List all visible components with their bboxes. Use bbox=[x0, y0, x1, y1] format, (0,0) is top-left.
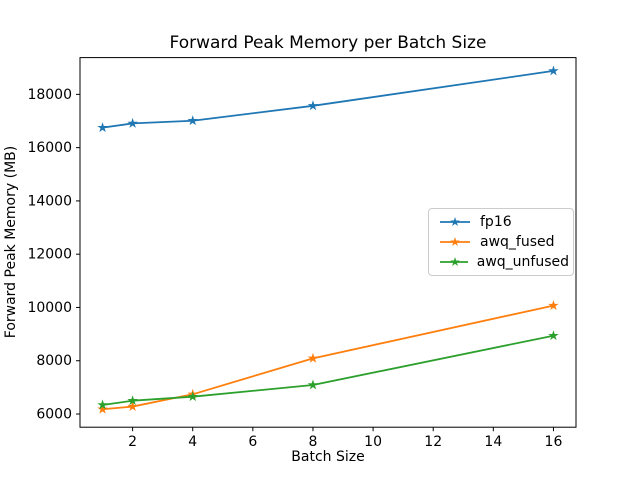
y-tick-label: 12000 bbox=[27, 247, 72, 263]
axes-frame bbox=[79, 57, 577, 428]
data-point-marker-fp16 bbox=[127, 117, 138, 128]
x-tick-label: 4 bbox=[188, 434, 197, 450]
data-point-marker-awq_unfused bbox=[187, 391, 198, 402]
data-point-marker-fp16 bbox=[187, 115, 198, 126]
legend-label: awq_unfused bbox=[476, 254, 569, 270]
legend-entry: awq_unfused bbox=[439, 255, 569, 269]
legend: fp16 awq_fused awq_unfused bbox=[428, 208, 574, 276]
y-tick-label: 16000 bbox=[27, 140, 72, 156]
legend-label: awq_fused bbox=[480, 234, 555, 250]
x-tick-label: 2 bbox=[128, 434, 137, 450]
data-point-marker-awq_unfused bbox=[97, 399, 108, 410]
x-tick-label: 10 bbox=[364, 434, 382, 450]
x-tick-label: 14 bbox=[484, 434, 502, 450]
series-line-awq_unfused bbox=[101, 334, 555, 406]
x-tick-label: 16 bbox=[545, 434, 563, 450]
data-point-marker-fp16 bbox=[97, 122, 108, 133]
y-tick-label: 8000 bbox=[36, 353, 72, 369]
legend-line-sample bbox=[440, 237, 470, 247]
legend-line-sample bbox=[440, 217, 470, 227]
data-point-marker-awq_fused bbox=[548, 300, 559, 311]
data-point-marker-awq_fused bbox=[127, 401, 138, 412]
data-point-marker-awq_unfused bbox=[548, 330, 559, 341]
star-marker-icon bbox=[450, 257, 460, 267]
data-point-marker-fp16 bbox=[307, 100, 319, 111]
legend-line-sample bbox=[440, 257, 468, 267]
data-point-marker-fp16 bbox=[548, 65, 559, 76]
data-point-marker-awq_unfused bbox=[127, 395, 138, 406]
x-axis-label: Batch Size bbox=[291, 449, 365, 465]
x-tick-label: 8 bbox=[309, 434, 318, 450]
x-tick-label: 12 bbox=[424, 434, 442, 450]
y-tick-label: 6000 bbox=[36, 407, 72, 423]
star-marker-icon bbox=[450, 237, 460, 247]
star-marker-icon bbox=[450, 217, 460, 227]
legend-label: fp16 bbox=[480, 214, 512, 230]
y-tick-label: 14000 bbox=[27, 193, 72, 209]
y-tick-label: 10000 bbox=[27, 300, 72, 316]
legend-entry: awq_fused bbox=[439, 235, 569, 249]
chart-title: Forward Peak Memory per Batch Size bbox=[169, 33, 487, 53]
series-line-fp16 bbox=[101, 70, 555, 129]
y-axis-label: Forward Peak Memory (MB) bbox=[3, 145, 19, 339]
data-point-marker-awq_unfused bbox=[307, 379, 319, 390]
x-tick-label: 6 bbox=[248, 434, 257, 450]
data-point-marker-awq_fused bbox=[307, 352, 319, 363]
data-point-marker-awq_fused bbox=[97, 403, 108, 414]
y-tick-label: 18000 bbox=[27, 87, 72, 103]
series-line-awq_fused bbox=[101, 304, 555, 411]
legend-entry: fp16 bbox=[439, 215, 569, 229]
